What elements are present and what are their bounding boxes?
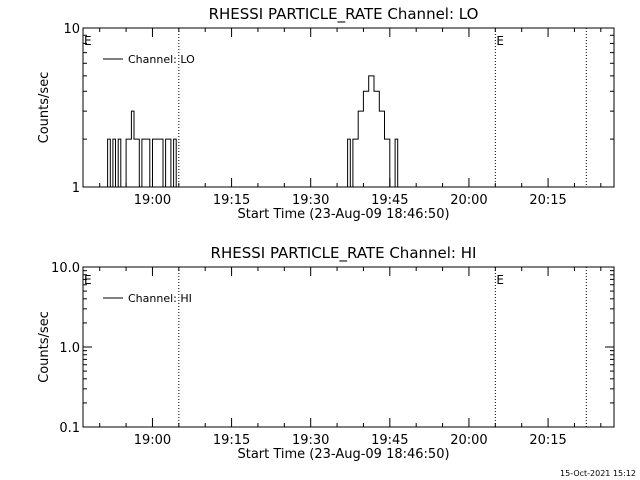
y-axis-label: Counts/sec <box>37 311 52 383</box>
hi-channel-panel: RHESSI PARTICLE_RATE Channel: HI 19:00 19:… <box>37 244 615 462</box>
start-marker-label: E <box>84 34 92 48</box>
x-tick-label: 19:30 <box>292 433 329 448</box>
event-marker-label: E <box>496 34 504 48</box>
x-tick-label: 19:00 <box>134 433 171 448</box>
footer-timestamp: 15-Oct-2021 15:12 <box>560 469 636 478</box>
x-tick-label: 20:00 <box>450 433 487 448</box>
start-marker-label: E <box>84 273 92 287</box>
y-tick-label: 1.0 <box>59 341 80 356</box>
x-tick-label: 20:00 <box>450 193 487 208</box>
lo-channel-panel: RHESSI PARTICLE_RATE Channel: LO 19:00 19:… <box>37 5 615 222</box>
y-tick-label: 1 <box>72 181 80 196</box>
x-axis-label: Start Time (23-Aug-09 18:46:50) <box>237 207 449 222</box>
plot-frame <box>82 27 615 188</box>
event-marker-label: E <box>496 273 504 287</box>
chart-title: RHESSI PARTICLE_RATE Channel: LO <box>209 5 479 24</box>
series-line <box>105 75 406 188</box>
y-tick-label: 0.1 <box>59 421 80 436</box>
x-tick-label: 19:45 <box>371 433 408 448</box>
x-tick-label: 20:15 <box>529 433 566 448</box>
y-tick-label: 10 <box>63 22 80 37</box>
legend-label: Channel: LO <box>128 53 195 66</box>
x-tick-label: 19:15 <box>213 193 250 208</box>
x-tick-label: 19:00 <box>134 193 171 208</box>
y-tick-label: 10.0 <box>51 261 80 276</box>
x-axis-label: Start Time (23-Aug-09 18:46:50) <box>237 447 449 462</box>
legend-label: Channel: HI <box>128 292 192 305</box>
x-tick-label: 19:45 <box>371 193 408 208</box>
x-tick-label: 19:30 <box>292 193 329 208</box>
y-axis-label: Counts/sec <box>37 72 52 144</box>
plot-frame <box>82 266 615 428</box>
x-tick-label: 20:15 <box>529 193 566 208</box>
chart-title: RHESSI PARTICLE_RATE Channel: HI <box>211 244 477 263</box>
x-tick-label: 19:15 <box>213 433 250 448</box>
